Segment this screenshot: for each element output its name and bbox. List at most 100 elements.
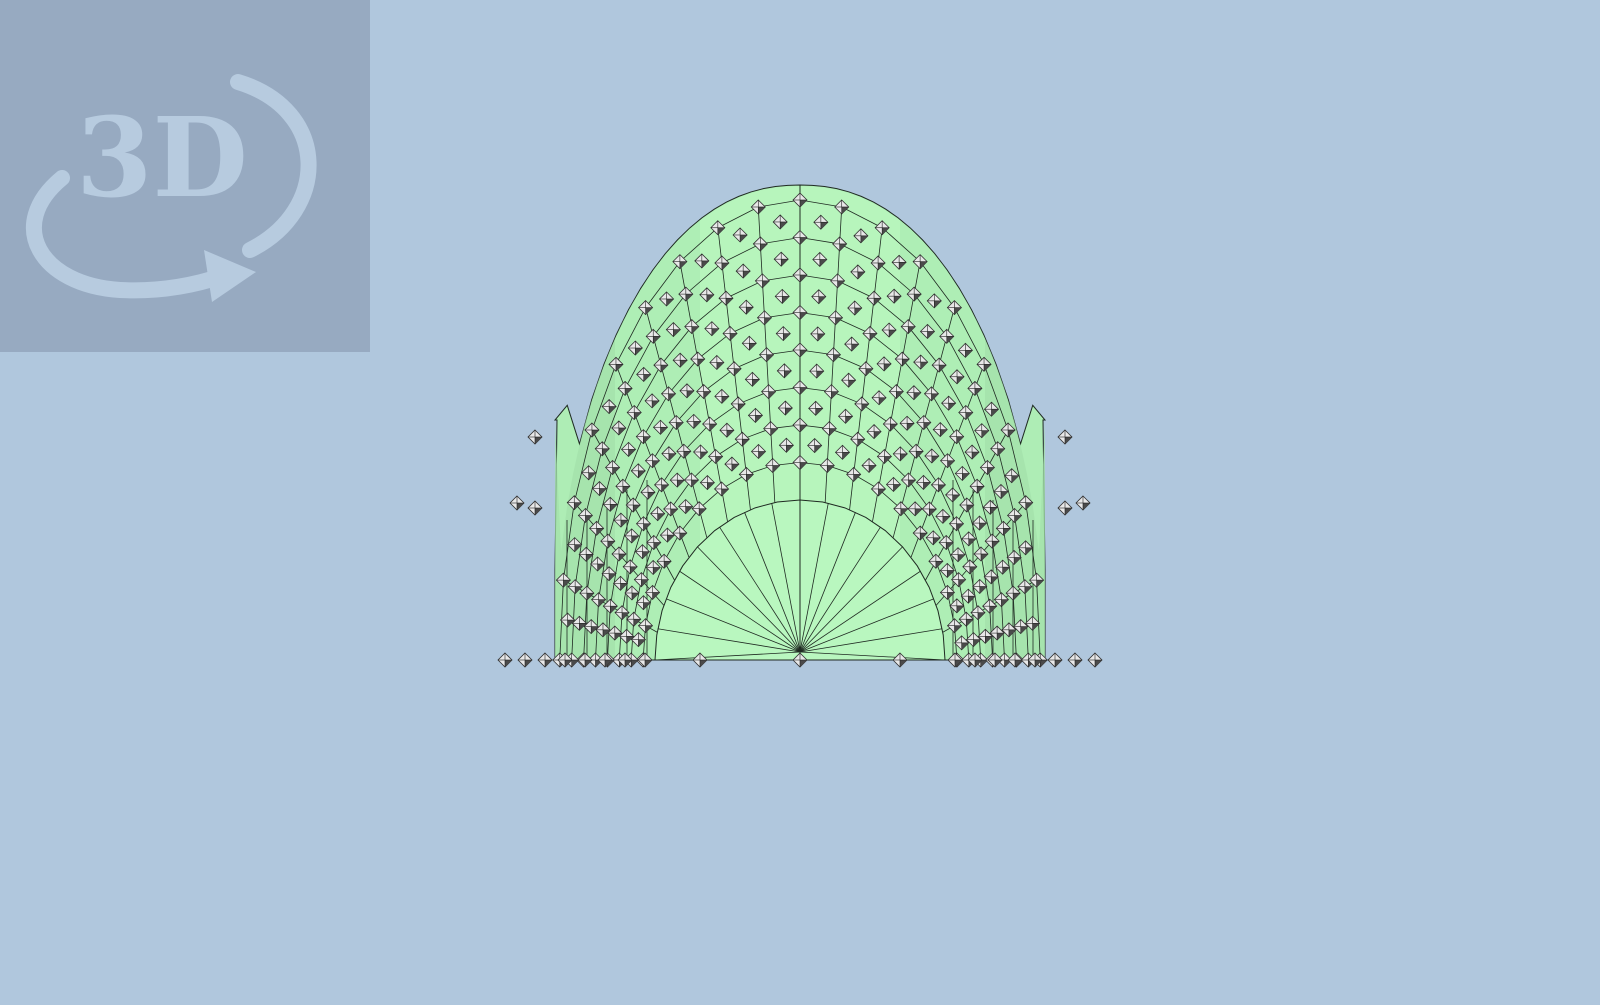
- diamond-node-icon: [1018, 540, 1034, 556]
- diamond-node-icon: [679, 383, 695, 399]
- diamond-node-icon: [982, 499, 998, 515]
- diamond-node-icon: [906, 385, 922, 401]
- diamond-node-icon: [847, 300, 863, 316]
- diamond-node-icon: [1005, 585, 1021, 601]
- diamond-node-icon: [614, 605, 630, 621]
- mesh-fan-edge: [697, 546, 801, 653]
- diamond-node-icon: [652, 419, 669, 435]
- diamond-node-icon: [1057, 500, 1073, 516]
- diamond-node-icon: [915, 474, 932, 490]
- diamond-node-icon: [967, 380, 983, 396]
- diamond-node-icon: [989, 625, 1005, 641]
- diamond-node-icon: [960, 588, 976, 604]
- diamond-node-icon: [957, 342, 973, 358]
- diamond-node-icon: [834, 199, 850, 215]
- diamond-node-icon: [699, 287, 715, 303]
- diamond-node-icon: [888, 383, 904, 400]
- diamond-node-icon: [602, 598, 618, 614]
- diamond-node-icon: [913, 354, 929, 370]
- diamond-node-icon: [964, 444, 980, 460]
- diamond-node-icon: [939, 584, 956, 601]
- diamond-node-icon: [1027, 652, 1043, 668]
- diamond-node-icon: [924, 448, 940, 464]
- diamond-node-icon: [881, 322, 897, 338]
- diamond-node-icon: [559, 612, 576, 628]
- diamond-node-icon: [870, 255, 886, 271]
- diamond-node-icon: [625, 497, 641, 513]
- diamond-node-icon: [882, 416, 898, 432]
- diamond-node-icon: [590, 556, 606, 572]
- diamond-node-icon: [763, 421, 779, 437]
- 3d-navigation-widget[interactable]: 3D: [0, 0, 370, 352]
- diamond-node-icon: [597, 652, 613, 668]
- diamond-node-icon: [819, 457, 835, 474]
- diamond-node-icon: [637, 652, 653, 668]
- diamond-node-icon: [579, 585, 595, 601]
- diamond-node-icon: [692, 652, 708, 668]
- diamond-node-icon: [841, 372, 857, 388]
- diamond-node-icon: [958, 611, 974, 627]
- diamond-node-icon: [669, 472, 685, 488]
- diamond-node-icon: [591, 480, 608, 497]
- diamond-node-icon: [741, 335, 757, 351]
- diamond-node-icon: [993, 592, 1009, 608]
- diamond-node-icon: [959, 497, 975, 513]
- diamond-node-icon: [699, 475, 715, 491]
- diamond-node-icon: [527, 500, 543, 516]
- diamond-node-icon: [807, 437, 823, 454]
- diamond-node-icon: [738, 466, 754, 482]
- diamond-node-icon: [622, 559, 638, 575]
- diamond-node-icon: [850, 264, 866, 280]
- diamond-node-icon: [919, 323, 936, 340]
- diamond-node-icon: [921, 501, 937, 517]
- diamond-node-icon: [1006, 507, 1023, 524]
- diamond-node-icon: [758, 347, 775, 363]
- diamond-node-icon: [1057, 429, 1073, 445]
- diamond-node-icon: [750, 443, 767, 460]
- diamond-node-icon: [930, 477, 947, 493]
- diamond-node-icon: [640, 484, 656, 500]
- diamond-node-icon: [900, 472, 917, 488]
- diamond-node-icon: [876, 448, 892, 465]
- diamond-node-icon: [775, 326, 791, 342]
- diamond-node-icon: [659, 527, 675, 543]
- diamond-node-icon: [617, 380, 633, 396]
- diamond-node-icon: [672, 525, 688, 541]
- diamond-node-icon: [900, 319, 916, 335]
- diamond-node-icon: [607, 625, 623, 641]
- diamond-node-icon: [555, 572, 571, 588]
- diamond-node-icon: [612, 575, 629, 591]
- diamond-node-icon: [615, 478, 631, 494]
- diamond-node-icon: [693, 444, 709, 460]
- diamond-node-icon: [990, 441, 1006, 457]
- diamond-node-icon: [861, 457, 877, 474]
- diamond-node-icon: [633, 572, 649, 588]
- diamond-node-icon: [1001, 622, 1017, 638]
- diamond-node-icon: [954, 465, 970, 482]
- diamond-node-icon: [577, 507, 594, 524]
- mesh-fan-edge: [799, 651, 946, 661]
- diamond-node-icon: [650, 506, 666, 522]
- diamond-node-icon: [821, 421, 837, 437]
- diamond-node-icon: [792, 454, 808, 471]
- diamond-node-icon: [601, 566, 617, 582]
- diamond-node-icon: [722, 325, 738, 342]
- diamond-node-icon: [718, 290, 734, 306]
- diamond-node-icon: [970, 605, 986, 621]
- diamond-node-icon: [497, 652, 513, 668]
- diamond-node-icon: [595, 622, 611, 638]
- diamond-node-icon: [939, 328, 955, 344]
- diamond-node-icon: [792, 267, 808, 283]
- diamond-node-icon: [792, 379, 808, 396]
- diamond-node-icon: [653, 357, 669, 373]
- diamond-node-icon: [971, 515, 988, 531]
- diamond-node-icon: [702, 416, 718, 432]
- diamond-node-icon: [694, 253, 710, 269]
- diamond-node-icon: [906, 286, 922, 302]
- diamond-node-icon: [620, 441, 637, 457]
- diamond-node-icon: [636, 366, 652, 383]
- diamond-node-icon: [584, 422, 600, 438]
- diamond-node-icon: [658, 291, 675, 307]
